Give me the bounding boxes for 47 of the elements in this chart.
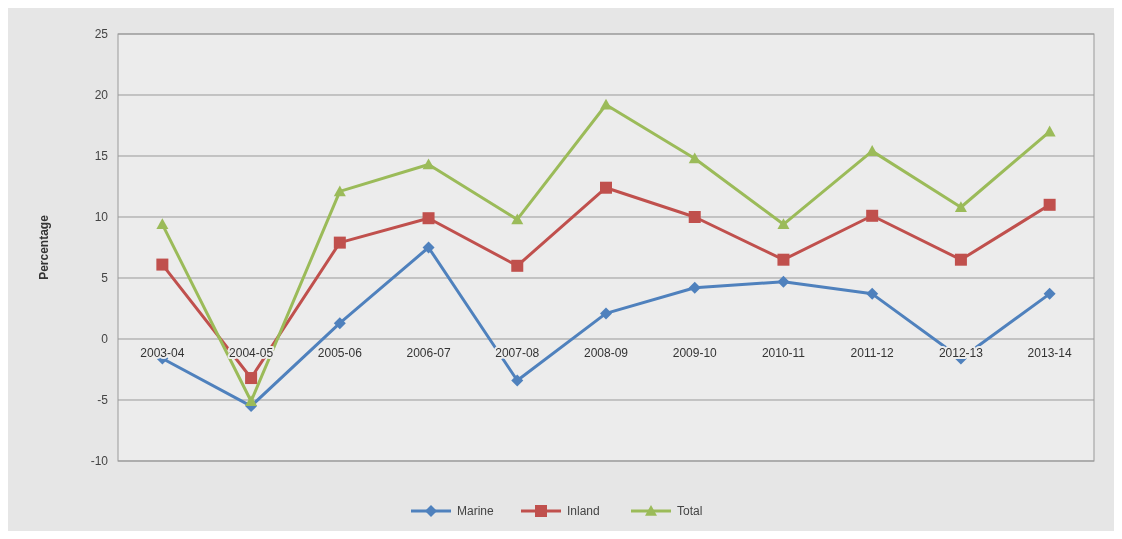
point	[600, 307, 612, 320]
point	[511, 259, 524, 272]
point	[1043, 198, 1056, 211]
point	[333, 236, 346, 249]
x-tick-label: 2011-12	[850, 346, 895, 360]
point	[156, 218, 169, 230]
point	[954, 253, 967, 266]
point	[422, 241, 435, 254]
point	[777, 218, 790, 230]
x-tick-label: 2006-07	[406, 346, 451, 360]
point	[777, 253, 790, 266]
point	[422, 158, 435, 170]
point	[511, 374, 524, 387]
point	[156, 258, 169, 271]
legend-label: Total	[677, 504, 703, 519]
point	[333, 317, 346, 330]
point	[511, 213, 524, 225]
y-tick-label: -5	[97, 393, 109, 408]
x-tick-label: 2005-06	[317, 346, 363, 360]
point	[245, 395, 258, 407]
point	[688, 281, 701, 294]
point	[866, 209, 879, 222]
point	[600, 181, 612, 194]
point	[777, 275, 790, 288]
point	[422, 212, 435, 225]
point	[600, 98, 612, 110]
y-tick-label: 5	[101, 271, 109, 286]
y-tick-label: -10	[90, 454, 109, 469]
x-tick-label: 2008-09	[583, 346, 629, 360]
point	[688, 211, 701, 223]
y-tick-label: 15	[94, 149, 109, 164]
y-tick-label: 25	[94, 27, 109, 42]
point	[954, 201, 967, 213]
legend-label: Inland	[567, 504, 600, 519]
point	[1043, 287, 1056, 300]
x-tick-label: 2010-11	[761, 346, 806, 360]
x-tick-label: 2003-04	[140, 346, 185, 360]
legend-label: Marine	[457, 504, 495, 519]
point	[245, 372, 258, 385]
x-tick-label: 2013-14	[1027, 346, 1072, 360]
point	[866, 287, 879, 300]
x-tick-label: 2009-10	[672, 346, 718, 360]
y-tick-label: 10	[94, 210, 109, 225]
y-tick-label: 20	[94, 88, 109, 103]
y-axis-title: Percentage	[37, 214, 51, 280]
point	[333, 185, 346, 197]
y-tick-label: 0	[101, 332, 109, 347]
